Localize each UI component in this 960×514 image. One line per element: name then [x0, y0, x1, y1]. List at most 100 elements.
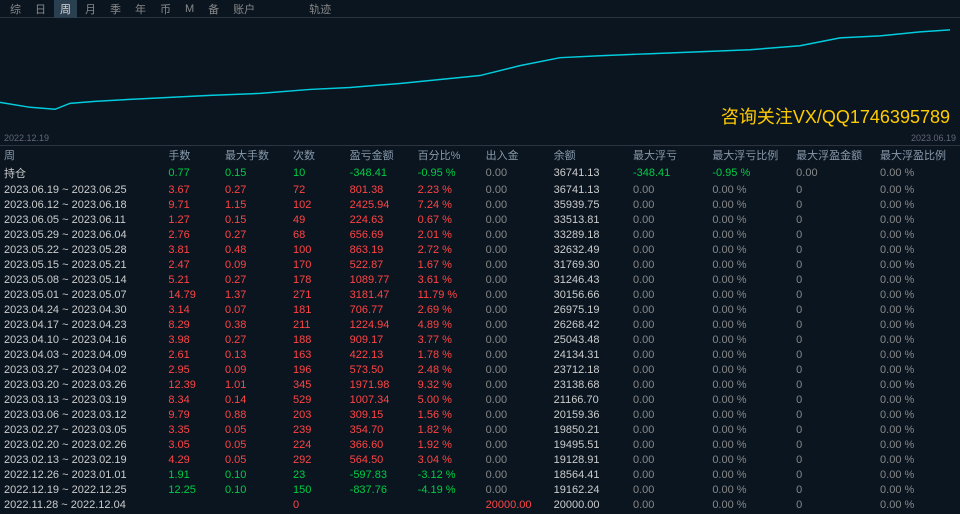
cell: 2023.04.10 ~ 2023.04.16 [0, 332, 164, 347]
cell: 0.00 [482, 182, 550, 197]
cell: 224.63 [346, 212, 414, 227]
cell: 656.69 [346, 227, 414, 242]
cell: 3.77 % [414, 332, 482, 347]
cell: 2023.05.15 ~ 2023.05.21 [0, 257, 164, 272]
cell: 0.07 [221, 302, 289, 317]
cell: 0.00 [629, 467, 708, 482]
tab-账户[interactable]: 账户 [227, 0, 261, 18]
cell: 12.39 [164, 377, 221, 392]
cell: 0 [792, 227, 876, 242]
tab-月[interactable]: 月 [79, 0, 102, 18]
col-header[interactable]: 手数 [164, 146, 221, 164]
chart-start-date: 2022.12.19 [4, 133, 49, 143]
tab-周[interactable]: 周 [54, 0, 77, 18]
cell: 2.01 % [414, 227, 482, 242]
cell: 10 [289, 164, 346, 182]
table-row[interactable]: 2023.02.20 ~ 2023.02.263.050.05224366.60… [0, 437, 960, 452]
cell: 18564.41 [550, 467, 629, 482]
cell: 21166.70 [550, 392, 629, 407]
col-header[interactable]: 次数 [289, 146, 346, 164]
table-row[interactable]: 2023.02.27 ~ 2023.03.053.350.05239354.70… [0, 422, 960, 437]
cell: 0 [792, 272, 876, 287]
cell: 163 [289, 347, 346, 362]
cell: 5.00 % [414, 392, 482, 407]
cell: 9.71 [164, 197, 221, 212]
tab-币[interactable]: 币 [154, 0, 177, 18]
cell: 0 [792, 287, 876, 302]
cell: 0.00 [629, 392, 708, 407]
cell: 14.79 [164, 287, 221, 302]
table-row[interactable]: 2023.05.15 ~ 2023.05.212.470.09170522.87… [0, 257, 960, 272]
tab-综[interactable]: 综 [4, 0, 27, 18]
cell [221, 497, 289, 512]
cell: 0.00 % [708, 197, 792, 212]
table-row[interactable]: 2023.06.12 ~ 2023.06.189.711.151022425.9… [0, 197, 960, 212]
table-row[interactable]: 2023.03.13 ~ 2023.03.198.340.145291007.3… [0, 392, 960, 407]
col-header[interactable]: 最大浮亏 [629, 146, 708, 164]
tab-trail[interactable]: 轨迹 [303, 0, 337, 18]
col-header[interactable]: 最大浮亏比例 [708, 146, 792, 164]
col-header[interactable]: 周 [0, 146, 164, 164]
table-row[interactable]: 2023.04.03 ~ 2023.04.092.610.13163422.13… [0, 347, 960, 362]
tab-年[interactable]: 年 [129, 0, 152, 18]
table-row[interactable]: 2023.06.19 ~ 2023.06.253.670.2772801.382… [0, 182, 960, 197]
table-row[interactable]: 2022.12.26 ~ 2023.01.011.910.1023-597.83… [0, 467, 960, 482]
table-row[interactable]: 2022.11.28 ~ 2022.12.04020000.0020000.00… [0, 497, 960, 512]
col-header[interactable]: 盈亏金额 [346, 146, 414, 164]
col-header[interactable]: 最大手数 [221, 146, 289, 164]
col-header[interactable]: 出入金 [482, 146, 550, 164]
tab-季[interactable]: 季 [104, 0, 127, 18]
col-header[interactable]: 最大浮盈比例 [876, 146, 960, 164]
table-row[interactable]: 2023.05.29 ~ 2023.06.042.760.2768656.692… [0, 227, 960, 242]
cell: 9.32 % [414, 377, 482, 392]
col-header[interactable]: 百分比% [414, 146, 482, 164]
cell: 0.00 [482, 164, 550, 182]
cell: 0.00 % [876, 227, 960, 242]
cell: 8.34 [164, 392, 221, 407]
cell: 30156.66 [550, 287, 629, 302]
cell: 33289.18 [550, 227, 629, 242]
table-row[interactable]: 2023.05.01 ~ 2023.05.0714.791.372713181.… [0, 287, 960, 302]
table-row[interactable]: 2023.03.06 ~ 2023.03.129.790.88203309.15… [0, 407, 960, 422]
cell: 9.79 [164, 407, 221, 422]
cell: 529 [289, 392, 346, 407]
cell: 0.00 [482, 392, 550, 407]
cell: 2.61 [164, 347, 221, 362]
table-row[interactable]: 2023.02.13 ~ 2023.02.194.290.05292564.50… [0, 452, 960, 467]
tab-M[interactable]: M [179, 2, 200, 16]
cell: 0.13 [221, 347, 289, 362]
cell: 2023.06.05 ~ 2023.06.11 [0, 212, 164, 227]
table-row[interactable]: 2023.04.17 ~ 2023.04.238.290.382111224.9… [0, 317, 960, 332]
tab-备[interactable]: 备 [202, 0, 225, 18]
cell: 0.00 % [708, 452, 792, 467]
cell: 0.00 [629, 497, 708, 512]
table-row[interactable]: 2022.12.19 ~ 2022.12.2512.250.10150-837.… [0, 482, 960, 497]
cell: 0.10 [221, 467, 289, 482]
table-row[interactable]: 2023.06.05 ~ 2023.06.111.270.1549224.630… [0, 212, 960, 227]
table-row[interactable]: 2023.04.10 ~ 2023.04.163.980.27188909.17… [0, 332, 960, 347]
cell: 0.00 % [876, 482, 960, 497]
cell: 0.00 [629, 197, 708, 212]
cell: 0.00 [482, 452, 550, 467]
table-row[interactable]: 2023.05.08 ~ 2023.05.145.210.271781089.7… [0, 272, 960, 287]
table-row[interactable]: 2023.03.20 ~ 2023.03.2612.391.013451971.… [0, 377, 960, 392]
cell: 0.00 [629, 257, 708, 272]
table-row[interactable]: 2023.03.27 ~ 2023.04.022.950.09196573.50… [0, 362, 960, 377]
cell: 178 [289, 272, 346, 287]
col-header[interactable]: 最大浮盈金额 [792, 146, 876, 164]
cell: 1.91 [164, 467, 221, 482]
tab-日[interactable]: 日 [29, 0, 52, 18]
cell: 2.95 [164, 362, 221, 377]
cell: 0.00 [629, 317, 708, 332]
table-row[interactable]: 2023.04.24 ~ 2023.04.303.140.07181706.77… [0, 302, 960, 317]
table-row[interactable]: 2023.05.22 ~ 2023.05.283.810.48100863.19… [0, 242, 960, 257]
cell: 0 [792, 302, 876, 317]
cell: 0.88 [221, 407, 289, 422]
cell: 0.00 [482, 362, 550, 377]
col-header[interactable]: 余额 [550, 146, 629, 164]
cell: 0.10 [221, 482, 289, 497]
cell: 0.00 [482, 227, 550, 242]
cell: 2023.03.13 ~ 2023.03.19 [0, 392, 164, 407]
holding-row[interactable]: 持仓0.770.1510-348.41-0.95 %0.0036741.13-3… [0, 164, 960, 182]
cell: 0.00 [482, 287, 550, 302]
